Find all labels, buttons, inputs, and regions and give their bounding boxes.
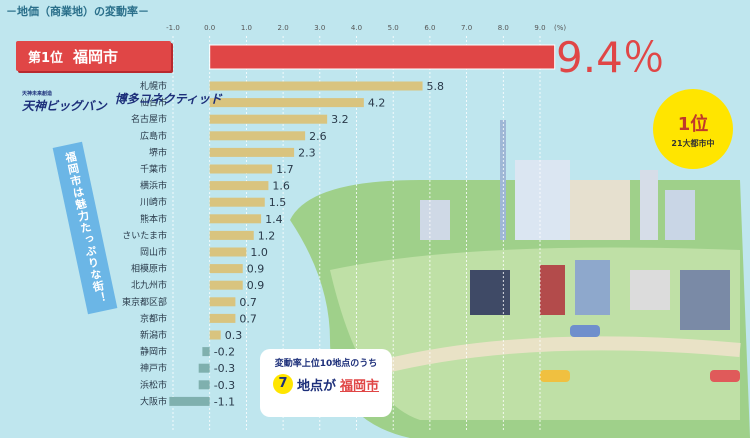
rank-badge-rank: 1位	[677, 113, 709, 135]
x-axis-ticks: -1.0 0.0 1.0 2.0 3.0 4.0 5.0 6.0 7.0 8.0 9.0 (%)	[166, 24, 566, 32]
value-label: 0.9	[247, 279, 264, 292]
value-label: -0.3	[214, 362, 235, 375]
bar	[209, 98, 364, 108]
x-tick-label: 9.0	[534, 24, 545, 32]
x-tick-label: 3.0	[314, 24, 325, 32]
bar	[198, 363, 210, 373]
bar	[169, 396, 210, 406]
category-label: 川崎市	[140, 196, 167, 208]
note-count: 7	[272, 374, 293, 394]
bar	[202, 347, 210, 357]
category-label: 堺市	[149, 146, 167, 158]
category-label: 熊本市	[140, 213, 167, 225]
x-tick-label: 0.0	[204, 24, 215, 32]
category-label: 浜松市	[140, 379, 167, 391]
value-label: 0.7	[239, 312, 257, 325]
value-label: 0.7	[239, 296, 257, 309]
value-label: 1.7	[276, 163, 294, 176]
bar	[209, 214, 262, 224]
bars	[169, 44, 556, 406]
bar	[209, 114, 328, 124]
bar	[209, 313, 236, 323]
bar	[209, 81, 423, 91]
category-label: 新潟市	[140, 329, 167, 341]
category-label: 相模原市	[131, 263, 167, 275]
value-label: 5.8	[427, 80, 445, 93]
category-label: 札幌市	[140, 80, 167, 92]
rank-badge-caption: 21大都市中	[671, 138, 715, 148]
hakata-connected-logo: 博多コネクティッド	[115, 90, 222, 114]
value-label: 4.2	[368, 97, 386, 110]
value-label: -0.3	[214, 379, 235, 392]
category-label: 横浜市	[140, 180, 167, 192]
value-label: 2.3	[298, 146, 316, 159]
category-label: 名古屋市	[131, 113, 167, 125]
bar	[209, 131, 306, 141]
bar	[209, 147, 295, 157]
value-label: 1.6	[272, 180, 290, 193]
bar	[209, 44, 556, 70]
chart-title: －地価（商業地）の変動率－	[6, 5, 149, 18]
bar	[209, 164, 273, 174]
category-label: 大阪市	[140, 395, 167, 407]
x-tick-label: 4.0	[351, 24, 362, 32]
value-label: 1.5	[269, 196, 287, 209]
value-label: 3.2	[331, 113, 349, 126]
x-tick-label: 1.0	[241, 24, 252, 32]
value-labels: 5.8 4.2 3.2 2.6 2.3 1.7 1.6 1.5 1.4 1.2 1.0 0.9 0.9 0…	[214, 80, 444, 408]
note-line1: 変動率上位10地点のうち	[274, 359, 378, 369]
category-label: 広島市	[140, 130, 167, 142]
category-label: 神戸市	[140, 362, 167, 374]
note-suffix: 地点が	[296, 378, 336, 394]
category-label: 東京都区部	[122, 296, 167, 308]
x-tick-label: 8.0	[498, 24, 509, 32]
bar	[209, 297, 236, 307]
bar	[209, 247, 247, 257]
city-illustration	[290, 120, 750, 438]
bar	[209, 230, 254, 240]
x-tick-label: -1.0	[166, 24, 180, 32]
bar	[209, 181, 269, 191]
value-label: 2.6	[309, 130, 327, 143]
top-value-label: 9.4％	[556, 33, 665, 82]
hakata-logo-main: 博多コネクティッド	[114, 92, 222, 106]
note-line2: 7 地点が 福岡市	[260, 374, 392, 394]
x-tick-label: 7.0	[461, 24, 472, 32]
bar	[198, 380, 210, 390]
tenjin-logo-main: 天神ビッグバン	[22, 99, 107, 113]
value-label: -1.1	[214, 395, 235, 408]
top-rank-banner: 第1位 福岡市	[16, 41, 171, 71]
bar	[209, 280, 243, 290]
category-label: 静岡市	[140, 346, 167, 358]
category-label: 千葉市	[140, 163, 167, 175]
value-label: 0.3	[225, 329, 243, 342]
x-tick-label: 6.0	[424, 24, 435, 32]
category-label: 仙台市	[140, 97, 167, 109]
tenjin-logo-sub: 天神未来創造	[22, 91, 53, 97]
category-label: 北九州市	[131, 279, 167, 291]
category-label: 京都市	[140, 312, 167, 324]
x-axis-unit: (%)	[554, 24, 566, 32]
rank-badge: 1位 21大都市中	[653, 89, 733, 169]
tenjin-bigbang-logo: 天神未来創造 天神ビッグバン	[22, 90, 107, 114]
value-label: -0.2	[214, 346, 235, 359]
top-city-label: 福岡市	[73, 47, 119, 66]
summary-note: 変動率上位10地点のうち 7 地点が 福岡市	[260, 349, 392, 417]
value-label: 1.2	[258, 229, 276, 242]
bar	[209, 264, 243, 274]
x-tick-label: 2.0	[278, 24, 289, 32]
category-label: さいたま市	[122, 229, 167, 241]
note-city: 福岡市	[340, 378, 380, 394]
bar	[209, 197, 265, 207]
value-label: 1.0	[250, 246, 268, 259]
project-logos: 天神未来創造 天神ビッグバン 博多コネクティッド	[22, 90, 222, 114]
category-label: 岡山市	[140, 246, 167, 258]
top-rank-label: 第1位	[28, 50, 64, 66]
category-labels: 札幌市仙台市名古屋市広島市堺市千葉市横浜市川崎市熊本市さいたま市岡山市相模原市北…	[122, 80, 167, 407]
x-tick-label: 5.0	[388, 24, 399, 32]
bar	[209, 330, 221, 340]
value-label: 1.4	[265, 213, 283, 226]
value-label: 0.9	[247, 263, 264, 276]
